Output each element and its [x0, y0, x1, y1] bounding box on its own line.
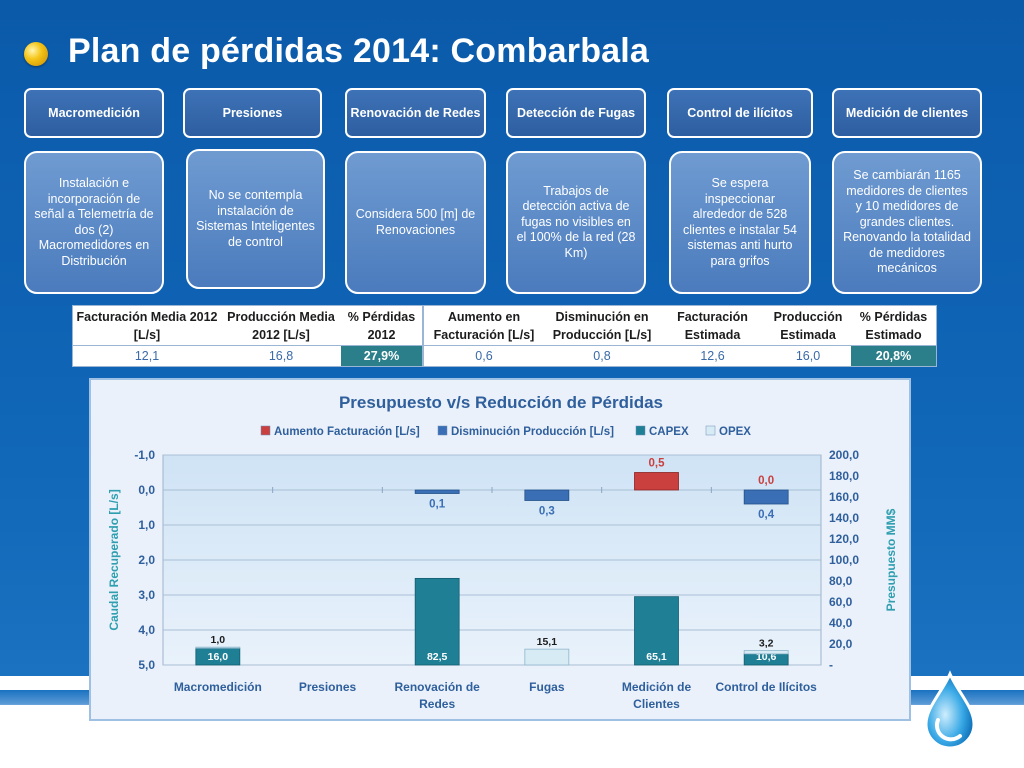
- description-medicion-clientes: Se cambiarán 1165 medidores de clientes …: [832, 151, 982, 294]
- left-tick-label: -1,0: [134, 448, 155, 462]
- slide-title: Plan de pérdidas 2014: Combarbala: [68, 32, 650, 70]
- description-macromedicion: Instalación e incorporación de señal a T…: [24, 151, 164, 294]
- table-header-perdidas-2012: % Pérdidas 2012: [347, 310, 416, 342]
- right-tick-label: 120,0: [829, 532, 859, 546]
- right-tick-label: 100,0: [829, 553, 859, 567]
- category-label: Medición de: [622, 680, 692, 694]
- legend-swatch: [705, 425, 716, 436]
- disminucion-produccion-bar: [743, 489, 789, 505]
- table-row-divider: [73, 345, 936, 346]
- category-medicion-clientes: Medición de clientes: [832, 88, 982, 138]
- table-header-facturacion-media: Facturación Media 2012 [L/s]: [76, 310, 218, 342]
- capex-bar: [414, 577, 460, 666]
- legend-swatch: [635, 425, 646, 436]
- table-column-divider: [422, 306, 424, 366]
- category-presiones: Presiones: [183, 88, 322, 138]
- legend-label: Aumento Facturación [L/s]: [274, 426, 420, 438]
- capex-data-label: 82,5: [427, 651, 448, 663]
- table-header-perdidas-estimado: % Pérdidas Estimado: [859, 310, 928, 342]
- category-deteccion-fugas: Detección de Fugas: [506, 88, 646, 138]
- table-cell-perdidas-estimado: 20,8%: [851, 346, 936, 366]
- legend-swatch: [260, 425, 271, 436]
- opex-bar: [195, 646, 241, 649]
- capex-data-label: 65,1: [646, 651, 667, 663]
- left-tick-label: 1,0: [138, 518, 155, 532]
- right-tick-label: -: [829, 658, 833, 672]
- opex-data-label: 3,2: [759, 638, 774, 650]
- right-tick-label: 80,0: [829, 574, 853, 588]
- left-tick-label: 0,0: [138, 483, 155, 497]
- table-cell-disminucion-produccion: 0,8: [593, 349, 611, 363]
- table-header-disminucion-produccion: Disminución en Producción [L/s]: [552, 310, 652, 342]
- table-cell-facturacion-media: 12,1: [134, 349, 160, 363]
- disminucion-data-label: 0,1: [429, 499, 446, 511]
- category-label: Presiones: [299, 680, 357, 694]
- opex-data-label: 15,1: [537, 636, 558, 648]
- opex-bar: [524, 648, 570, 666]
- category-label: Macromedición: [174, 680, 262, 694]
- capex-data-label: 16,0: [208, 651, 229, 663]
- legend-swatch: [437, 425, 448, 436]
- right-tick-label: 140,0: [829, 511, 859, 525]
- left-tick-label: 4,0: [138, 623, 155, 637]
- left-tick-label: 5,0: [138, 658, 155, 672]
- category-control-ilicitos: Control de ilícitos: [667, 88, 813, 138]
- table-header-aumento-facturacion: Aumento en Facturación [L/s]: [433, 310, 535, 342]
- legend-label: OPEX: [719, 426, 751, 438]
- right-tick-label: 160,0: [829, 490, 859, 504]
- capex-bar: [634, 596, 679, 666]
- metrics-table: Facturación Media 2012 [L/s] Producción …: [72, 305, 937, 367]
- right-tick-label: 60,0: [829, 595, 853, 609]
- table-cell-facturacion-estimada: 12,6: [700, 349, 725, 363]
- right-tick-label: 200,0: [829, 448, 859, 462]
- table-cell-aumento-facturacion: 0,6: [475, 349, 493, 363]
- description-renovacion-redes: Considera 500 [m] de Renovaciones: [345, 151, 486, 294]
- category-renovacion-redes: Renovación de Redes: [345, 88, 486, 138]
- title-bullet-icon: [24, 42, 48, 66]
- opex-data-label: 1,0: [211, 634, 226, 646]
- legend-label: Disminución Producción [L/s]: [451, 426, 614, 438]
- disminucion-produccion-bar: [414, 489, 460, 494]
- table-cell-perdidas-2012: 27,9%: [341, 346, 422, 366]
- category-label: Renovación de: [394, 680, 480, 694]
- opex-bar: [743, 650, 789, 655]
- category-label: Control de Ilícitos: [715, 680, 817, 694]
- right-axis-title: Presupuesto MM$: [884, 508, 898, 611]
- chart-panel: Presupuesto v/s Reducción de Pérdidas Aum…: [89, 378, 911, 721]
- description-control-ilicitos: Se espera inspeccionar alrededor de 528 …: [669, 151, 811, 294]
- category-macromedicion: Macromedición: [24, 88, 164, 138]
- category-label: Clientes: [633, 697, 680, 711]
- budget-loss-chart: Presupuesto v/s Reducción de Pérdidas Aum…: [107, 393, 898, 711]
- right-tick-label: 40,0: [829, 616, 853, 630]
- disminucion-data-label: 0,3: [539, 506, 555, 518]
- table-header-facturacion-estimada: Facturación Estimada: [677, 310, 748, 342]
- left-axis-title: Caudal Recuperado [L/s]: [107, 489, 121, 630]
- table-header-produccion-media: Producción Media 2012 [L/s]: [227, 310, 335, 342]
- left-tick-label: 3,0: [138, 588, 155, 602]
- aumento-data-label: 0,0: [758, 475, 774, 487]
- table-cell-produccion-estimada: 16,0: [795, 349, 821, 363]
- description-deteccion-fugas: Trabajos de detección activa de fugas no…: [506, 151, 646, 294]
- description-presiones: No se contempla instalación de Sistemas …: [186, 149, 325, 289]
- table-cell-produccion-media: 16,8: [268, 349, 294, 363]
- right-tick-label: 180,0: [829, 469, 859, 483]
- category-label: Fugas: [529, 680, 565, 694]
- aumento-facturacion-bar: [634, 472, 679, 491]
- right-tick-label: 20,0: [829, 637, 853, 651]
- chart-title: Presupuesto v/s Reducción de Pérdidas: [339, 393, 663, 412]
- category-label: Redes: [419, 697, 455, 711]
- disminucion-produccion-bar: [524, 489, 570, 501]
- disminucion-data-label: 0,4: [758, 509, 775, 521]
- legend-label: CAPEX: [649, 426, 689, 438]
- aumento-data-label: 0,5: [649, 458, 666, 470]
- table-header-produccion-estimada: Producción Estimada: [773, 310, 843, 342]
- water-drop-logo-icon: [924, 670, 976, 750]
- left-tick-label: 2,0: [138, 553, 155, 567]
